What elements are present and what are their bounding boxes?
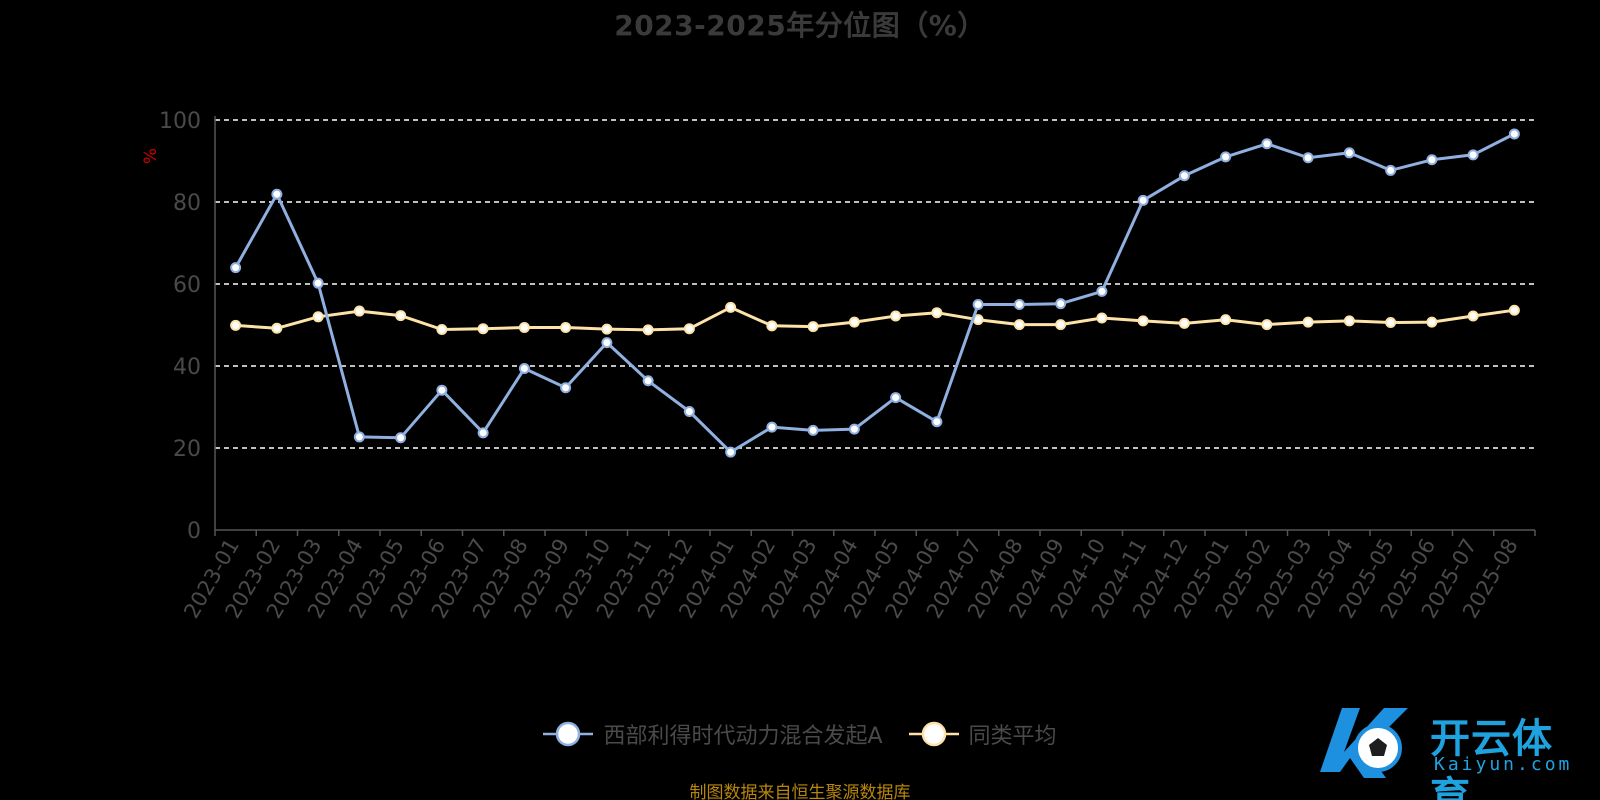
series-2-point-2023-04 <box>353 305 365 317</box>
series-1-point-2025-05 <box>1385 164 1397 176</box>
series-1-point-2025-02 <box>1261 138 1273 150</box>
series-1-point-2025-03 <box>1302 152 1314 164</box>
series-2-point-2024-11 <box>1137 315 1149 327</box>
y-tick-label-20: 20 <box>173 437 201 462</box>
series-2-point-2024-06 <box>931 307 943 319</box>
series-2-point-2025-07 <box>1467 310 1479 322</box>
series-1-point-2023-11 <box>642 375 654 387</box>
series-2-point-2024-04 <box>848 316 860 328</box>
legend-marker-series-1 <box>543 721 594 747</box>
series-2-point-2025-01 <box>1220 314 1232 326</box>
series-1-point-2023-12 <box>683 406 695 418</box>
series-1-point-2023-05 <box>395 432 407 444</box>
chart-title: 2023-2025年分位图（%） <box>614 9 986 42</box>
series-2-point-2025-04 <box>1343 315 1355 327</box>
series-1-point-2025-01 <box>1220 151 1232 163</box>
y-tick-label-80: 80 <box>173 191 201 216</box>
series-1-point-2023-04 <box>353 431 365 443</box>
series-2-point-2023-06 <box>436 324 448 336</box>
series-1-point-2024-01 <box>725 446 737 458</box>
legend-item-series-2[interactable]: 同类平均 <box>908 718 1057 750</box>
watermark-text-en: Kaiyun.com <box>1434 754 1573 775</box>
y-tick-label-40: 40 <box>173 355 201 380</box>
series-1-point-2025-08 <box>1508 128 1520 140</box>
legend-item-series-1[interactable]: 西部利得时代动力混合发起A <box>543 718 883 750</box>
series-2-point-2024-10 <box>1096 312 1108 324</box>
y-tick-label-0: 0 <box>187 519 201 544</box>
series-1-point-2024-06 <box>931 416 943 428</box>
series-2-point-2024-08 <box>1013 319 1025 331</box>
series-2-point-2023-09 <box>560 321 572 333</box>
series-2-point-2023-07 <box>477 323 489 335</box>
series-1-point-2024-10 <box>1096 285 1108 297</box>
series-2-point-2024-02 <box>766 320 778 332</box>
series-1-point-2024-04 <box>848 423 860 435</box>
series-2-point-2023-10 <box>601 323 613 335</box>
series-1-point-2023-06 <box>436 384 448 396</box>
series-1-point-2024-07 <box>972 299 984 310</box>
series-1-point-2023-07 <box>477 427 489 439</box>
legend-marker-series-2 <box>908 721 959 747</box>
chart-svg: 020406080100%2023-012023-022023-032023-0… <box>141 109 1536 622</box>
series-2-point-2023-08 <box>518 321 530 333</box>
series-2-point-2025-05 <box>1385 317 1397 329</box>
series-2-point-2024-03 <box>807 321 819 333</box>
series-2-point-2023-05 <box>395 310 407 322</box>
series-1-point-2024-11 <box>1137 194 1149 206</box>
series-line-1 <box>234 132 1516 454</box>
series-2-point-2023-03 <box>312 311 324 323</box>
legend-label-series-2: 同类平均 <box>968 724 1057 749</box>
series-1-point-2023-09 <box>560 382 572 394</box>
series-2-point-2024-05 <box>890 310 902 322</box>
series-1-point-2024-05 <box>890 392 902 404</box>
legend: 西部利得时代动力混合发起A 同类平均 <box>0 718 1600 750</box>
source-note: 制图数据来自恒生聚源数据库 <box>689 783 911 800</box>
series-2-point-2025-08 <box>1508 304 1520 316</box>
series-2-point-2023-01 <box>230 319 242 331</box>
series-2-point-2025-06 <box>1426 316 1438 328</box>
series-1-point-2024-08 <box>1013 299 1025 310</box>
y-tick-label-100: 100 <box>159 109 201 134</box>
series-2-point-2024-01 <box>725 301 737 313</box>
y-tick-label-60: 60 <box>173 273 201 298</box>
series-1-point-2025-04 <box>1343 147 1355 159</box>
series-1-point-2024-03 <box>807 424 819 436</box>
series-1-point-2023-08 <box>518 362 530 374</box>
series-1-point-2023-02 <box>271 188 283 200</box>
series-1-point-2023-10 <box>601 337 613 349</box>
kaiyun-logo-icon <box>1320 708 1408 778</box>
series-1-point-2023-03 <box>312 277 324 289</box>
series-2-point-2023-02 <box>271 322 283 334</box>
watermark-logo: 开云体育 Kaiyun.com <box>1312 700 1592 800</box>
watermark-text-cn: 开云体育 <box>1430 716 1553 800</box>
series-2-point-2023-12 <box>683 323 695 335</box>
series-2-point-2025-02 <box>1261 319 1273 331</box>
series-1-point-2024-09 <box>1055 298 1067 310</box>
series-1-point-2024-02 <box>766 421 778 433</box>
series-1-point-2025-07 <box>1467 149 1479 161</box>
series-1-point-2024-12 <box>1178 170 1190 182</box>
y-axis-unit-label: % <box>141 148 161 164</box>
series-2-point-2024-12 <box>1178 317 1190 329</box>
series-line-2 <box>235 305 1515 332</box>
legend-label-series-1: 西部利得时代动力混合发起A <box>603 724 883 749</box>
series-2-point-2024-09 <box>1055 319 1067 331</box>
series-2-point-2023-11 <box>642 324 654 336</box>
series-2-point-2025-03 <box>1302 316 1314 328</box>
series-1-point-2025-06 <box>1426 154 1438 166</box>
series-1-point-2023-01 <box>230 262 242 274</box>
